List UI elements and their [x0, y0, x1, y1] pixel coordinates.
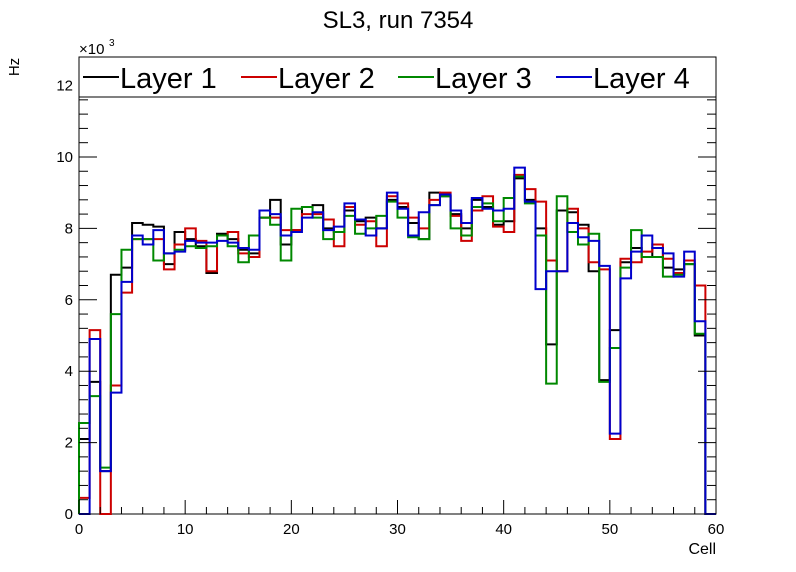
y-exponent-power: 3	[109, 38, 115, 49]
y-axis-label: Hz	[6, 58, 23, 76]
series-layer	[78, 166, 716, 515]
legend-label-layer-1: Layer 1	[120, 63, 217, 95]
y-tick-label: 0	[65, 506, 73, 523]
legend-label-layer-4: Layer 4	[593, 63, 690, 95]
legend-box	[78, 56, 717, 98]
y-tick-label: 8	[65, 220, 73, 237]
legend-label-layer-2: Layer 2	[278, 63, 375, 95]
y-exponent-base: ×10	[79, 41, 104, 58]
x-tick-label: 40	[495, 521, 512, 538]
legend-items: Layer 1 Layer 2 Layer 3 Layer 4	[83, 63, 690, 95]
y-tick-label: 6	[65, 292, 73, 309]
x-tick-label: 60	[708, 521, 725, 538]
x-tick-label: 30	[389, 521, 406, 538]
series-line-layer-4	[79, 166, 716, 515]
axes-layer: 0 10 20 30 40 50 60 0 2 4 6 8 10 12	[56, 57, 724, 538]
x-tick-label: 0	[75, 521, 83, 538]
chart-title: SL3, run 7354	[323, 7, 474, 34]
x-tick-label: 50	[601, 521, 618, 538]
y-tick-label: 10	[56, 149, 73, 166]
y-tick-label: 12	[56, 78, 73, 95]
x-tick-label: 20	[283, 521, 300, 538]
x-tick-label: 10	[177, 521, 194, 538]
legend: Layer 1 Layer 2 Layer 3 Layer 4	[78, 56, 717, 98]
legend-label-layer-3: Layer 3	[435, 63, 532, 95]
x-axis-label: Cell	[688, 541, 716, 558]
y-tick-label: 4	[65, 363, 73, 380]
y-tick-label: 2	[65, 435, 73, 452]
y-exponent: ×10 3	[79, 38, 115, 58]
